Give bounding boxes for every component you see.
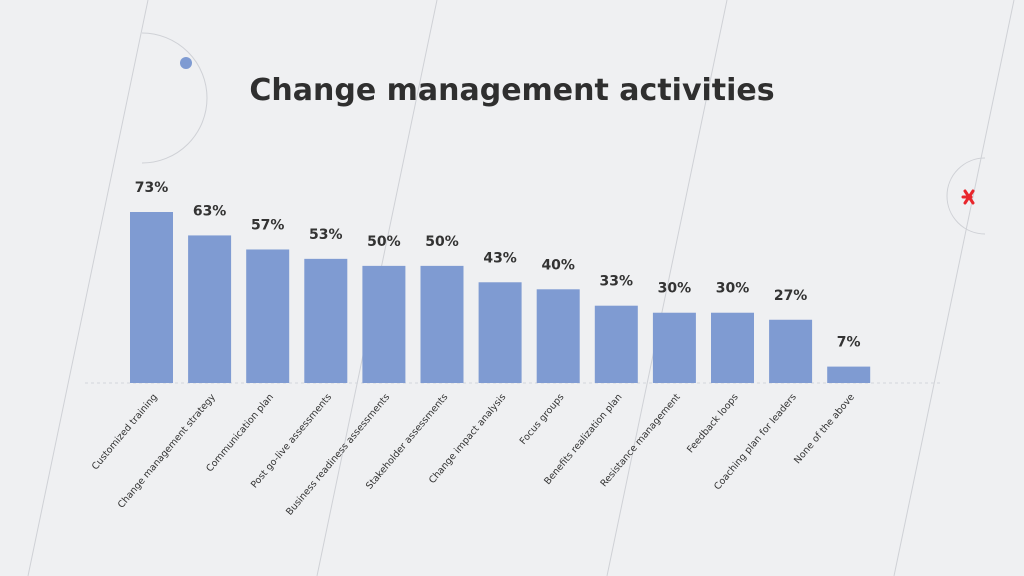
chart-title: Change management activities — [249, 73, 774, 108]
decor-half-circle — [141, 32, 208, 164]
decor-star-icon — [961, 189, 975, 205]
background-decoration — [27, 0, 1015, 576]
category-tick-label: None of the above — [792, 392, 857, 466]
bar-value-label: 73% — [135, 180, 169, 196]
bar-value-label: 50% — [425, 234, 459, 250]
bar — [420, 265, 464, 383]
decor-diagonal-line — [606, 0, 728, 576]
category-tick-label: Communication plan — [204, 392, 276, 474]
bar-value-label: 30% — [716, 281, 750, 297]
bar — [246, 249, 290, 383]
bar — [478, 282, 522, 383]
category-tick-label: Focus groups — [518, 392, 567, 447]
bar — [769, 319, 813, 383]
bar-value-label: 33% — [600, 274, 634, 290]
bar — [536, 289, 580, 383]
bar-value-label: 53% — [309, 227, 343, 243]
decor-half-circle-right — [946, 157, 986, 235]
bar — [711, 312, 754, 383]
bar — [188, 235, 232, 383]
category-tick-label: Change management strategy — [116, 392, 218, 511]
bar — [827, 366, 871, 383]
bar-value-label: 63% — [193, 203, 227, 219]
bar-value-label: 43% — [483, 250, 517, 266]
bar-value-label: 27% — [774, 288, 808, 304]
decor-diagonal-line — [27, 0, 149, 576]
bar-value-label: 7% — [837, 335, 861, 351]
bar — [594, 305, 638, 383]
bar-series — [130, 212, 871, 383]
bar-value-label: 30% — [658, 281, 692, 297]
decor-diagonal-line — [893, 0, 1015, 576]
bar-value-label: 50% — [367, 234, 401, 250]
bar-value-label: 57% — [251, 217, 285, 233]
category-tick-label: Customized training — [90, 392, 160, 472]
value-labels: 73% 63% 57% 53% 50% 50% 43% 40% 33% 30% 30% 27% 7% — [135, 180, 861, 351]
decor-dot — [180, 57, 192, 69]
category-tick-label: Feedback loops — [685, 392, 741, 455]
bar — [652, 312, 696, 383]
category-tick-label: Business readiness assessments — [284, 392, 392, 518]
bar — [304, 258, 348, 383]
bar — [362, 265, 406, 383]
bar — [130, 212, 173, 383]
bar-value-label: 40% — [541, 257, 575, 273]
